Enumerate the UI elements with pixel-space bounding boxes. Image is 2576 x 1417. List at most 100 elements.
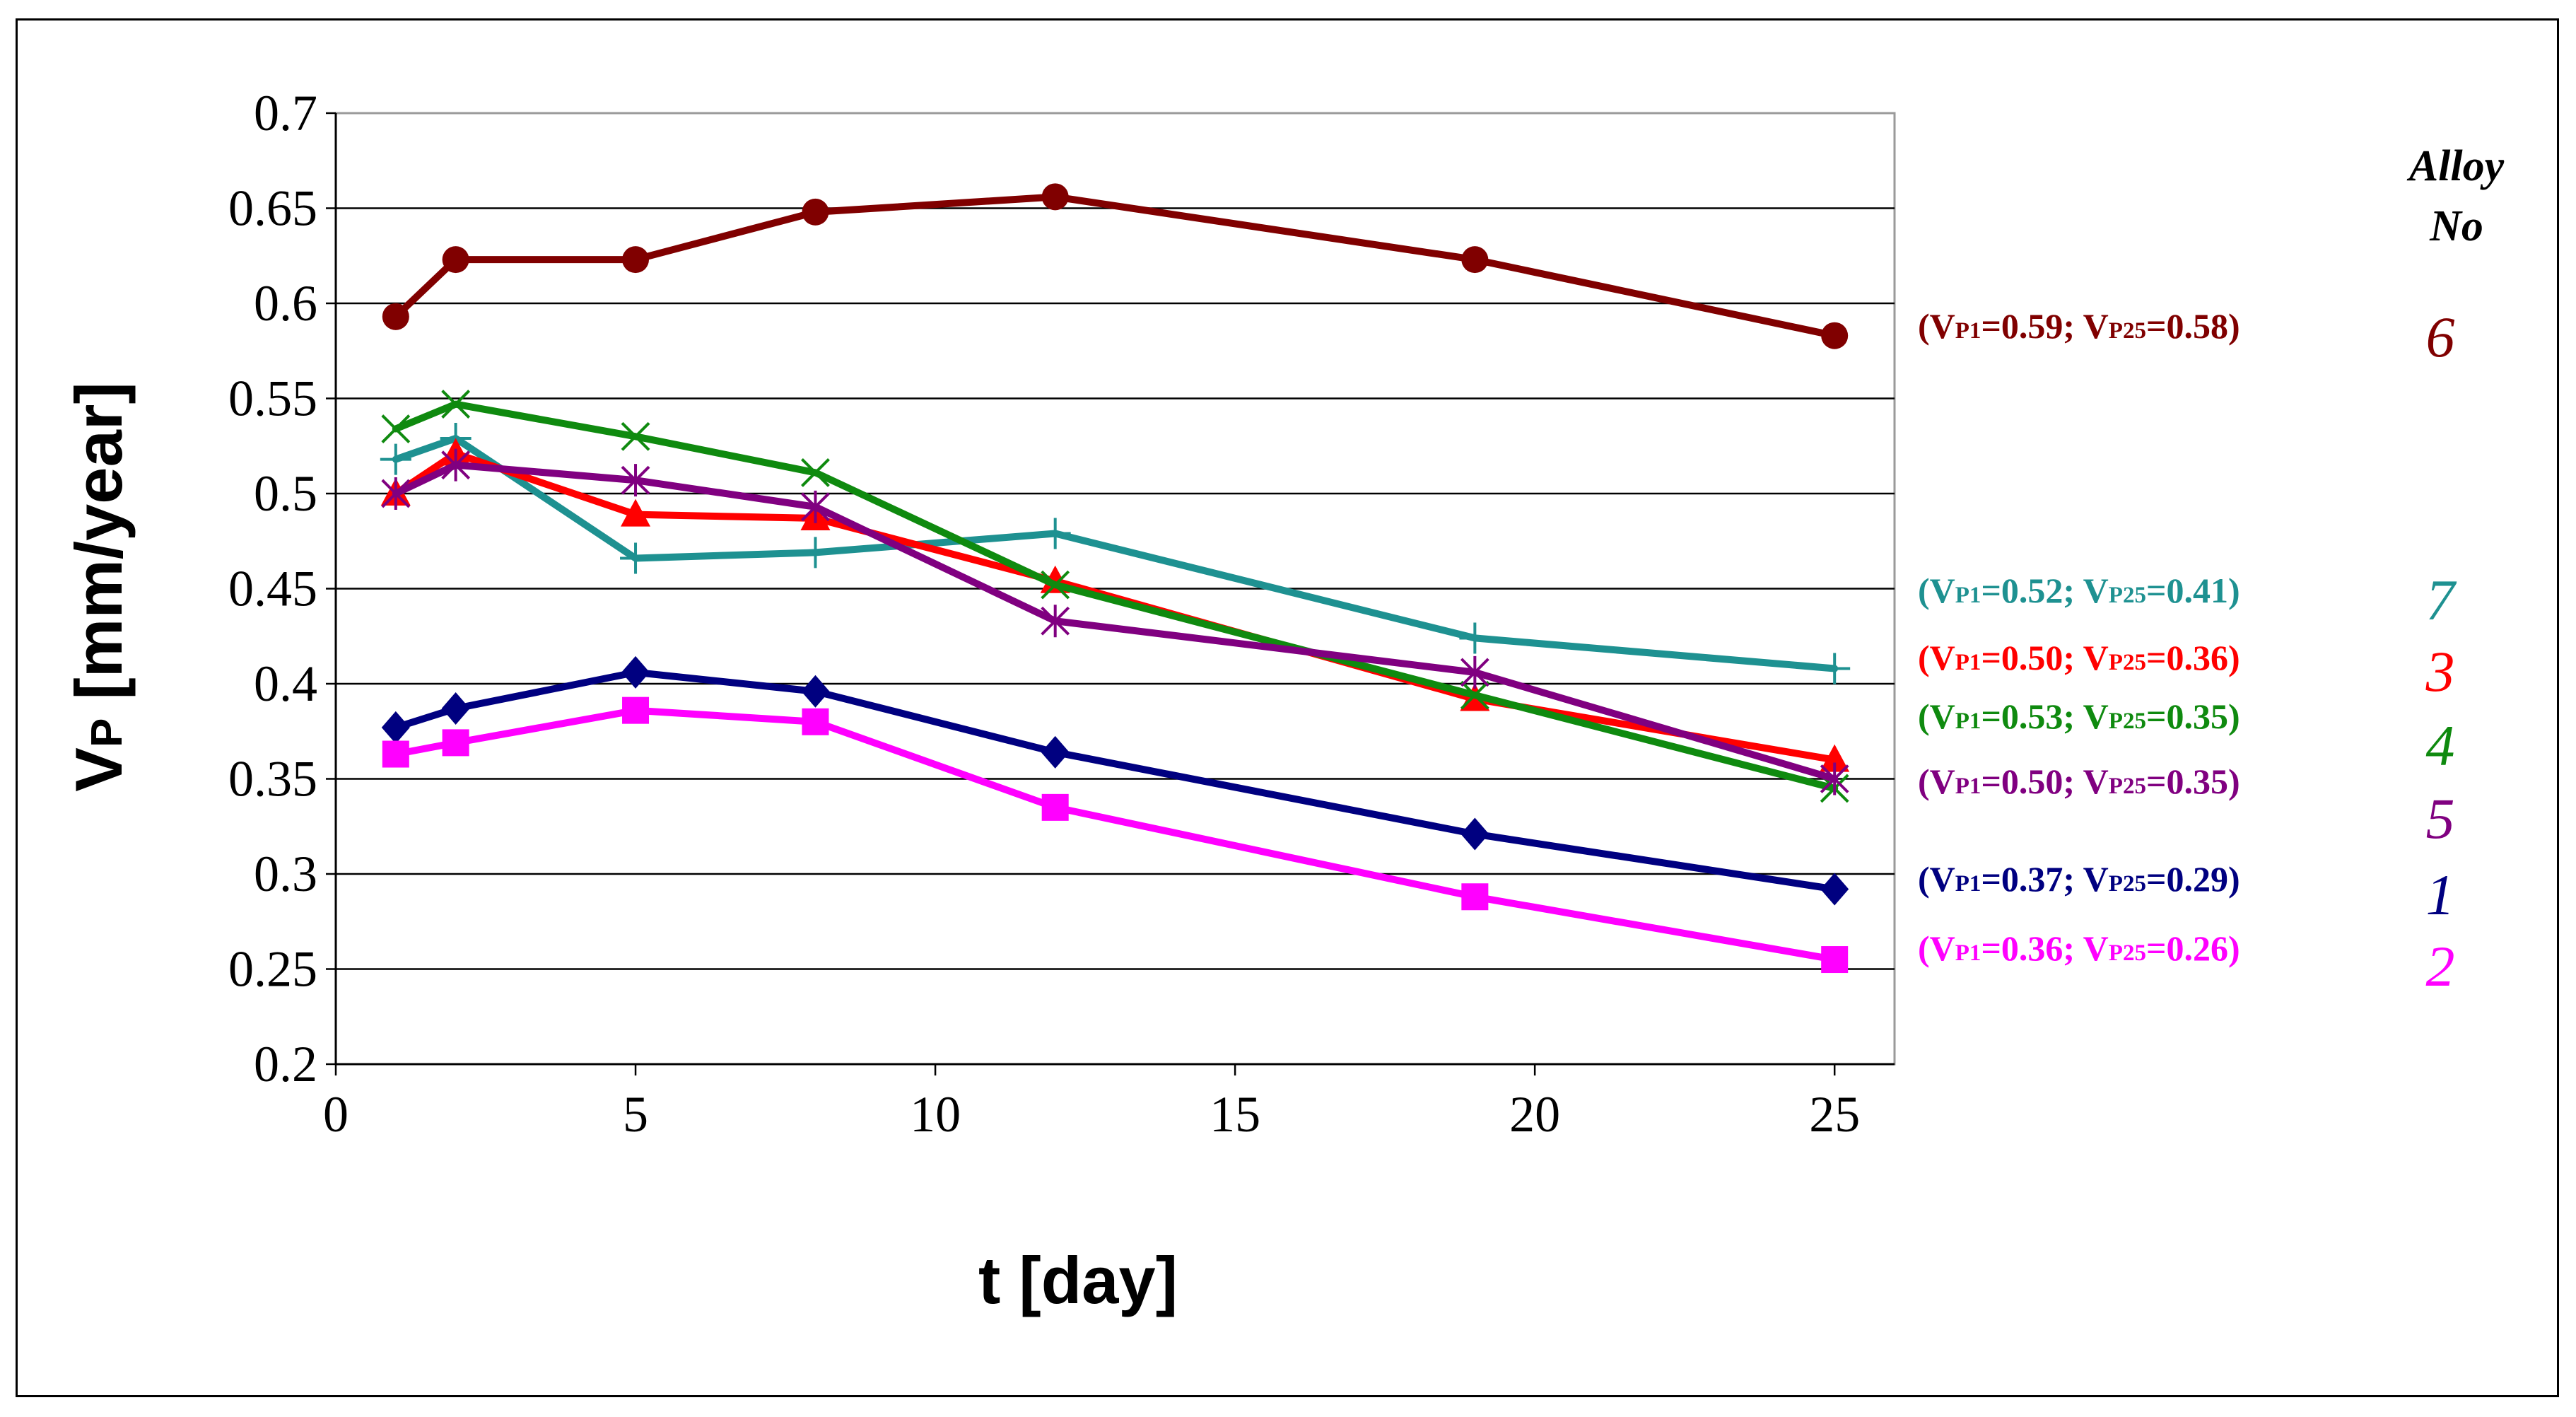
y-axis-title-sub: P [83, 718, 131, 747]
alloy-number-4: 4 [2426, 713, 2455, 778]
series-alloy-2 [382, 696, 1849, 974]
annotation-subscript: P25 [2109, 940, 2146, 966]
data-point [1461, 246, 1489, 274]
y-tick-label: 0.45 [228, 561, 317, 617]
data-point [1821, 322, 1849, 349]
annotation-text: =0.36) [2146, 638, 2240, 677]
data-point [441, 390, 471, 419]
data-point [1820, 762, 1849, 795]
annotation-alloy-7: (VP1=0.52; VP25=0.41) [1918, 571, 2240, 610]
annotation-alloy-5: (VP1=0.50; VP25=0.35) [1918, 762, 2240, 801]
data-point [1041, 183, 1069, 211]
annotation-subscript: P1 [1955, 650, 1981, 675]
data-point [1820, 873, 1849, 906]
annotation-text: =0.36; V [1981, 928, 2108, 968]
y-axis-title: VP [mm/year] [62, 382, 136, 791]
annotation-subscript: P1 [1955, 774, 1981, 799]
annotation-text: (V [1918, 571, 1955, 610]
annotation-text: =0.37; V [1981, 859, 2108, 899]
annotation-text: (V [1918, 762, 1955, 801]
x-tick-label: 15 [1210, 1086, 1260, 1143]
annotation-subscript: P25 [2109, 583, 2146, 608]
annotation-text: =0.59; V [1981, 306, 2108, 346]
y-tick-label: 0.7 [254, 85, 317, 141]
data-point [621, 421, 650, 451]
annotation-text: (V [1918, 859, 1955, 899]
y-tick-label: 0.2 [254, 1036, 317, 1092]
annotation-text: =0.41) [2146, 571, 2240, 610]
alloy-number-6: 6 [2426, 305, 2455, 369]
data-point [620, 542, 652, 574]
data-point [381, 477, 411, 510]
y-tick-label: 0.5 [254, 465, 317, 522]
series-alloy-5 [381, 448, 1849, 795]
data-point [382, 303, 409, 330]
data-point [1039, 518, 1071, 549]
annotation-text: =0.53; V [1981, 696, 2108, 736]
data-point [441, 692, 470, 725]
y-tick-label: 0.4 [254, 655, 317, 712]
annotation-text: =0.50; V [1981, 638, 2108, 677]
data-point [622, 246, 650, 274]
y-tick-label: 0.6 [254, 275, 317, 332]
annotation-subscript: P1 [1955, 871, 1981, 897]
series-layer [380, 183, 1851, 974]
series-alloy-1 [381, 655, 1849, 906]
tick-labels: 0.2 0.25 0.3 0.35 0.4 0.45 0.5 0.55 0.6 0.65 0.7 0 5… [228, 85, 1860, 1143]
annotation-text: =0.52; V [1981, 571, 2108, 610]
annotation-text: =0.26) [2146, 928, 2240, 968]
series-alloy-4 [381, 390, 1849, 803]
x-tick-label: 5 [623, 1086, 648, 1143]
data-point [801, 675, 830, 708]
alloy-number-3: 3 [2425, 639, 2455, 704]
annotation-alloy-3: (VP1=0.50; VP25=0.36) [1918, 638, 2240, 677]
data-point [441, 448, 471, 482]
data-point [381, 711, 410, 744]
data-point [1821, 946, 1849, 974]
data-point [1459, 622, 1491, 654]
data-point [802, 198, 829, 226]
y-tick-label: 0.3 [254, 846, 317, 902]
data-point [382, 740, 409, 768]
y-tick-label: 0.35 [228, 751, 317, 807]
alloy-number-7: 7 [2426, 568, 2457, 632]
data-point [381, 414, 411, 443]
annotation-subscript: P25 [2109, 871, 2146, 897]
data-point [442, 729, 469, 757]
data-point [1041, 570, 1070, 600]
alloy-number-2: 2 [2426, 934, 2455, 998]
data-point [1041, 605, 1070, 638]
annotation-text: =0.29) [2146, 859, 2240, 899]
annotation-text: =0.50; V [1981, 762, 2108, 801]
annotation-subscript: P25 [2109, 708, 2146, 734]
x-tick-label: 25 [1809, 1086, 1860, 1143]
alloy-number-1: 1 [2426, 863, 2455, 927]
y-tick-label: 0.55 [228, 371, 317, 427]
data-point [1460, 655, 1489, 689]
annotation-text: =0.35) [2146, 696, 2240, 736]
series-annotations: (VP1=0.59; VP25=0.58) 6(VP1=0.52; VP25=0.… [1918, 305, 2457, 998]
data-point [1461, 883, 1489, 911]
data-point [1460, 817, 1489, 851]
annotation-alloy-4: (VP1=0.53; VP25=0.35) [1918, 696, 2240, 736]
y-axis-title-main: V [62, 747, 136, 792]
annotation-text: (V [1918, 638, 1955, 677]
y-axis-title-rest: [mm/year] [62, 382, 136, 718]
alloy-number-5: 5 [2426, 786, 2455, 851]
annotation-text: =0.58) [2146, 306, 2240, 346]
x-tick-label: 0 [323, 1086, 349, 1143]
data-point [1041, 735, 1070, 769]
legend-header-line-2: No [2429, 202, 2483, 250]
annotation-text: =0.35) [2146, 762, 2240, 801]
annotation-subscript: P1 [1955, 318, 1981, 344]
annotation-text: (V [1918, 928, 1955, 968]
annotation-subscript: P1 [1955, 940, 1981, 966]
data-point [380, 443, 411, 475]
data-point [801, 457, 830, 487]
annotation-subscript: P25 [2109, 318, 2146, 344]
data-point [802, 708, 829, 735]
data-point [621, 464, 650, 497]
axes [326, 112, 1895, 1075]
annotation-alloy-2: (VP1=0.36; VP25=0.26) [1918, 928, 2240, 968]
